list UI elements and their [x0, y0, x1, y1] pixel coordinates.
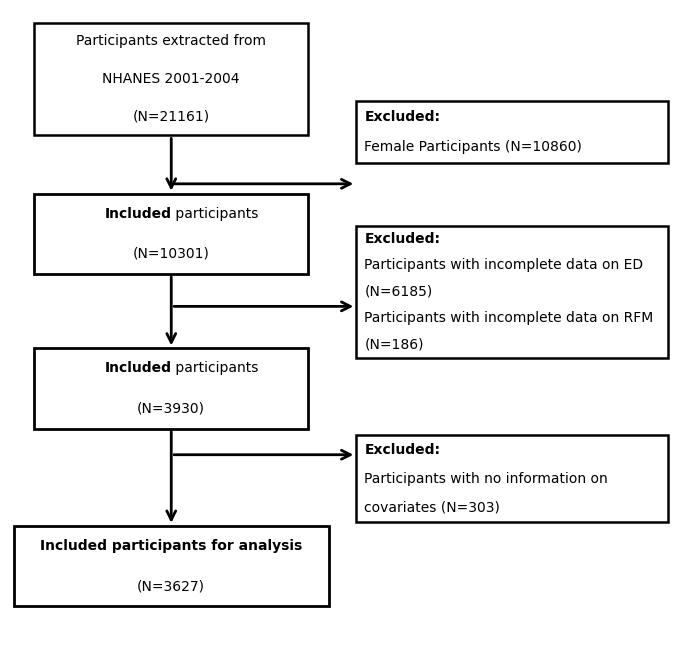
Text: Participants with no information on: Participants with no information on: [364, 472, 608, 486]
Text: Female Participants (N=10860): Female Participants (N=10860): [364, 140, 582, 154]
Text: Participants extracted from: Participants extracted from: [76, 34, 266, 48]
FancyBboxPatch shape: [14, 526, 329, 606]
Text: Excluded:: Excluded:: [364, 232, 440, 246]
Text: participants: participants: [171, 361, 259, 375]
Text: (N=10301): (N=10301): [133, 247, 210, 261]
Text: participants: participants: [171, 206, 259, 221]
Text: (N=3627): (N=3627): [137, 579, 206, 593]
Text: (N=186): (N=186): [364, 338, 424, 352]
Text: covariates (N=303): covariates (N=303): [364, 501, 500, 515]
Text: Excluded:: Excluded:: [364, 443, 440, 457]
FancyBboxPatch shape: [34, 23, 308, 135]
Text: Included: Included: [104, 206, 171, 221]
Text: Participants with incomplete data on ED: Participants with incomplete data on ED: [364, 259, 643, 272]
FancyBboxPatch shape: [34, 348, 308, 429]
Text: (N=3930): (N=3930): [137, 402, 206, 416]
Text: Excluded:: Excluded:: [364, 110, 440, 124]
Text: (N=21161): (N=21161): [133, 110, 210, 124]
FancyBboxPatch shape: [34, 194, 308, 274]
Text: NHANES 2001-2004: NHANES 2001-2004: [103, 72, 240, 86]
FancyBboxPatch shape: [356, 435, 668, 522]
Text: Included participants for analysis: Included participants for analysis: [40, 539, 302, 553]
Text: (N=6185): (N=6185): [364, 285, 433, 299]
Text: Included: Included: [104, 361, 171, 375]
FancyBboxPatch shape: [356, 101, 668, 163]
FancyBboxPatch shape: [356, 226, 668, 358]
Text: Participants with incomplete data on RFM: Participants with incomplete data on RFM: [364, 312, 653, 325]
